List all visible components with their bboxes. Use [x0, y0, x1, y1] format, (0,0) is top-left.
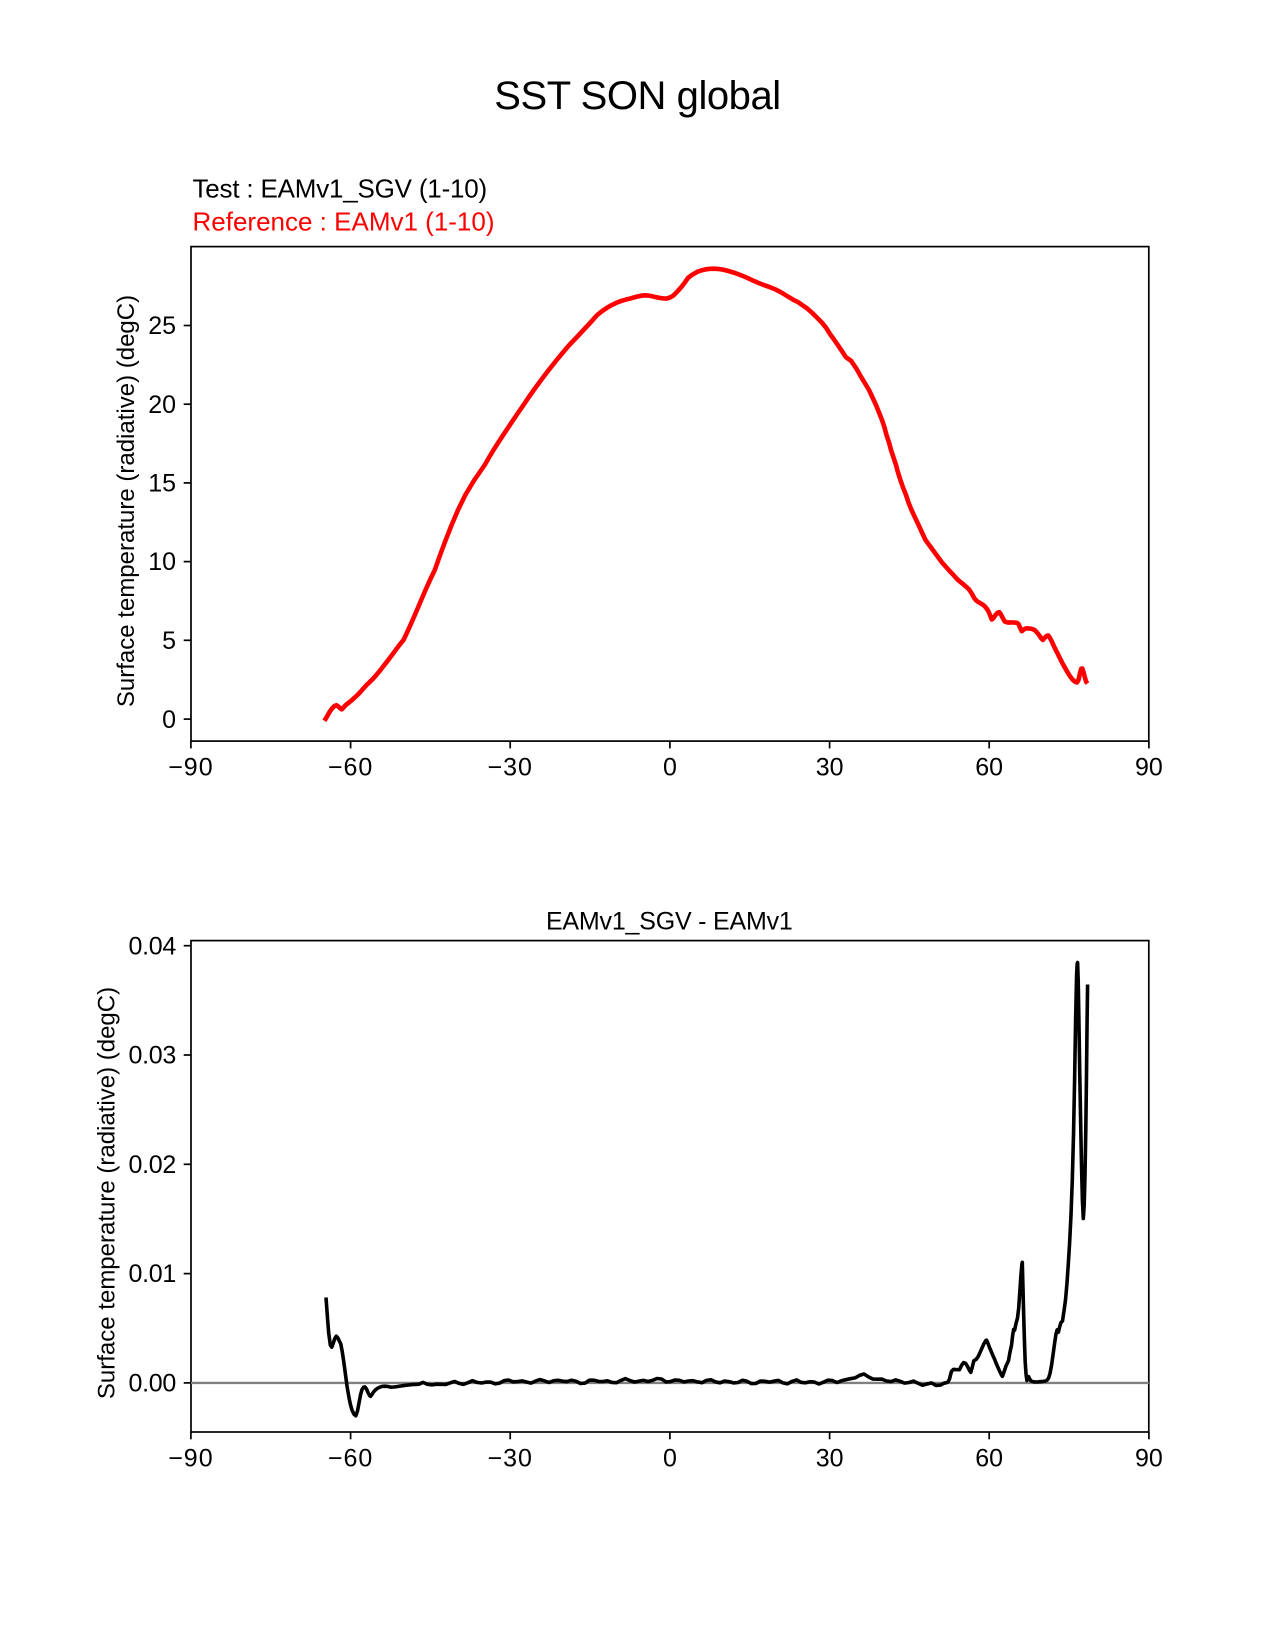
svg-text:15: 15 [148, 470, 176, 498]
svg-text:EAMv1_SGV - EAMv1: EAMv1_SGV - EAMv1 [546, 907, 793, 935]
svg-text:0.02: 0.02 [129, 1151, 176, 1179]
svg-text:Surface temperature (radiative: Surface temperature (radiative) (degC) [94, 987, 121, 1399]
svg-text:90: 90 [1135, 753, 1163, 781]
svg-text:30: 30 [816, 1444, 844, 1472]
svg-text:0.04: 0.04 [129, 932, 177, 960]
svg-text:−30: −30 [487, 753, 532, 781]
svg-text:−90: −90 [168, 753, 213, 781]
svg-text:0.03: 0.03 [129, 1042, 176, 1070]
svg-text:0: 0 [663, 1444, 677, 1472]
svg-text:20: 20 [148, 391, 176, 419]
svg-text:Surface temperature (radiative: Surface temperature (radiative) (degC) [113, 295, 140, 707]
svg-text:0: 0 [162, 706, 176, 734]
svg-text:0.00: 0.00 [129, 1370, 176, 1398]
svg-text:−90: −90 [168, 1444, 213, 1472]
svg-text:30: 30 [816, 753, 844, 781]
svg-text:0.01: 0.01 [129, 1260, 176, 1288]
svg-text:5: 5 [162, 627, 176, 655]
svg-text:25: 25 [148, 312, 176, 340]
svg-text:90: 90 [1135, 1444, 1163, 1472]
svg-text:−60: −60 [328, 1444, 373, 1472]
svg-text:60: 60 [975, 753, 1003, 781]
svg-text:0: 0 [663, 753, 677, 781]
svg-text:−30: −30 [487, 1444, 532, 1472]
svg-text:Reference : EAMv1 (1-10): Reference : EAMv1 (1-10) [193, 206, 495, 236]
svg-text:10: 10 [148, 548, 176, 576]
svg-text:Test : EAMv1_SGV (1-10): Test : EAMv1_SGV (1-10) [193, 174, 488, 204]
svg-text:−60: −60 [328, 753, 373, 781]
svg-text:SST SON global: SST SON global [494, 74, 780, 118]
svg-text:60: 60 [975, 1444, 1003, 1472]
